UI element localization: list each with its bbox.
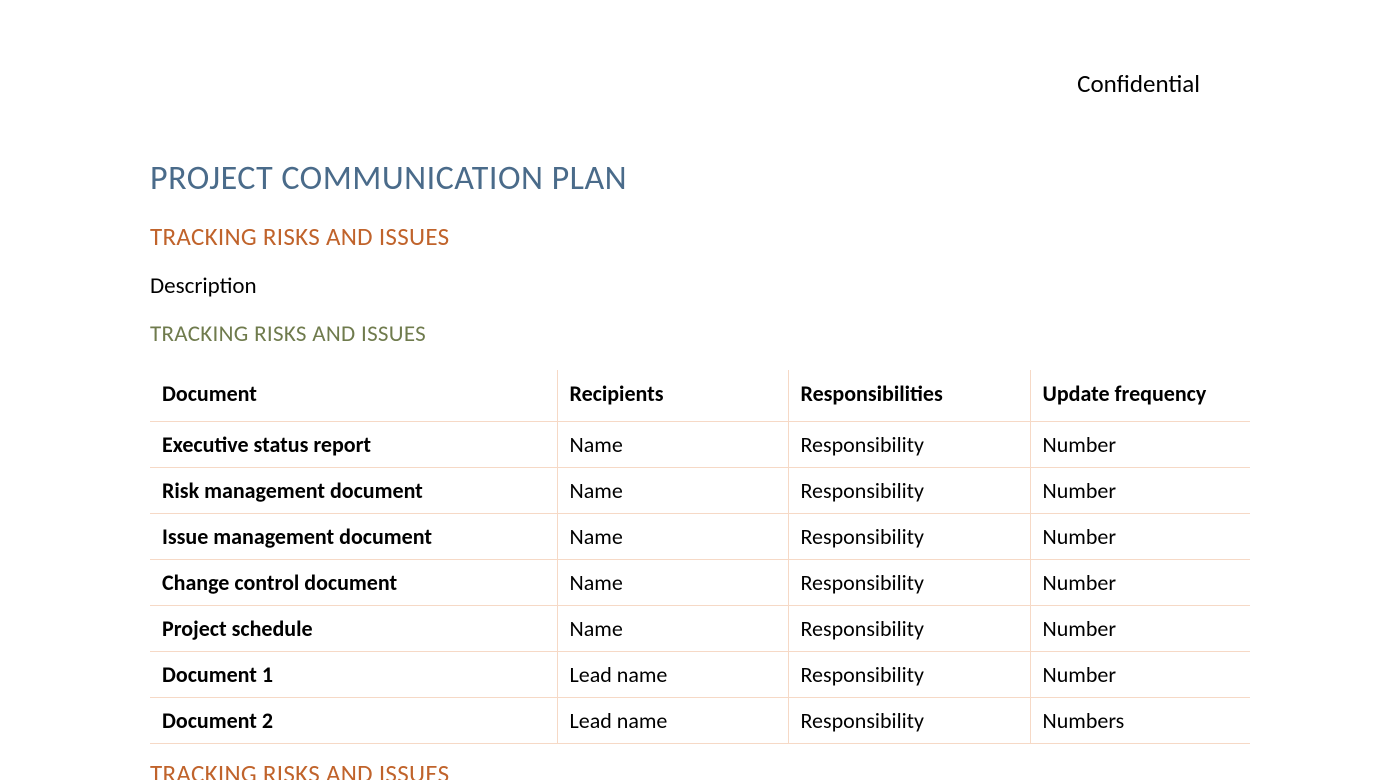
cell-recipients: Name (557, 468, 788, 514)
section-heading-tracking-1: TRACKING RISKS AND ISSUES (150, 221, 1250, 252)
col-recipients: Recipients (557, 370, 788, 422)
cell-recipients: Lead name (557, 652, 788, 698)
cell-document: Project schedule (150, 606, 557, 652)
document-title: PROJECT COMMUNICATION PLAN (150, 158, 1250, 199)
documents-table: Document Recipients Responsibilities Upd… (150, 370, 1250, 744)
table-row: Project schedule Name Responsibility Num… (150, 606, 1250, 652)
col-responsibilities: Responsibilities (788, 370, 1030, 422)
col-update-frequency: Update frequency (1030, 370, 1250, 422)
cell-responsibility: Responsibility (788, 468, 1030, 514)
cell-recipients: Name (557, 606, 788, 652)
cell-update: Number (1030, 422, 1250, 468)
cell-responsibility: Responsibility (788, 698, 1030, 744)
table-row: Executive status report Name Responsibil… (150, 422, 1250, 468)
table-body: Executive status report Name Responsibil… (150, 422, 1250, 744)
cell-document: Document 1 (150, 652, 557, 698)
cell-recipients: Name (557, 514, 788, 560)
cell-document: Issue management document (150, 514, 557, 560)
cell-recipients: Name (557, 422, 788, 468)
section-heading-tracking-3: TRACKING RISKS AND ISSUES (150, 758, 1250, 780)
cell-responsibility: Responsibility (788, 560, 1030, 606)
col-document: Document (150, 370, 557, 422)
cell-update: Number (1030, 514, 1250, 560)
table-row: Document 1 Lead name Responsibility Numb… (150, 652, 1250, 698)
cell-document: Executive status report (150, 422, 557, 468)
table-row: Issue management document Name Responsib… (150, 514, 1250, 560)
section-description: Description (150, 272, 1250, 300)
cell-update: Number (1030, 652, 1250, 698)
table-header-row: Document Recipients Responsibilities Upd… (150, 370, 1250, 422)
table-row: Document 2 Lead name Responsibility Numb… (150, 698, 1250, 744)
cell-document: Document 2 (150, 698, 557, 744)
cell-update: Number (1030, 468, 1250, 514)
cell-document: Change control document (150, 560, 557, 606)
cell-recipients: Name (557, 560, 788, 606)
cell-recipients: Lead name (557, 698, 788, 744)
cell-update: Number (1030, 606, 1250, 652)
cell-responsibility: Responsibility (788, 606, 1030, 652)
cell-responsibility: Responsibility (788, 514, 1030, 560)
cell-responsibility: Responsibility (788, 422, 1030, 468)
table-row: Change control document Name Responsibil… (150, 560, 1250, 606)
cell-update: Number (1030, 560, 1250, 606)
table-row: Risk management document Name Responsibi… (150, 468, 1250, 514)
confidential-label: Confidential (1077, 68, 1200, 99)
document-page: Confidential PROJECT COMMUNICATION PLAN … (0, 0, 1400, 780)
cell-update: Numbers (1030, 698, 1250, 744)
section-heading-tracking-2: TRACKING RISKS AND ISSUES (150, 320, 1250, 348)
cell-document: Risk management document (150, 468, 557, 514)
cell-responsibility: Responsibility (788, 652, 1030, 698)
